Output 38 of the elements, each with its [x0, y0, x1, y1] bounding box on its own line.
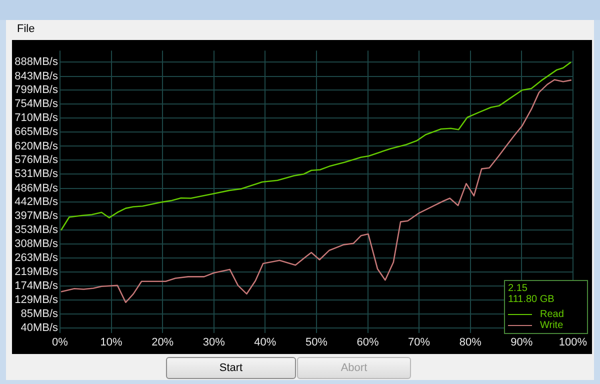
- y-tick-label: 442MB/s: [14, 196, 58, 208]
- y-tick-label: 129MB/s: [14, 294, 58, 306]
- x-tick-label: 70%: [408, 336, 430, 348]
- text: Start: [166, 357, 296, 379]
- y-tick-label: 620MB/s: [14, 140, 58, 152]
- y-tick-label: 531MB/s: [14, 168, 58, 180]
- x-tick-label: 90%: [510, 336, 533, 348]
- x-tick-label: 40%: [254, 336, 276, 348]
- y-tick-label: 40MB/s: [20, 322, 58, 334]
- y-tick-label: 219MB/s: [14, 266, 58, 278]
- y-tick-label: 486MB/s: [14, 182, 58, 194]
- x-tick-label: 30%: [202, 336, 226, 348]
- legend-label: Read: [540, 309, 564, 320]
- y-tick-label: 174MB/s: [14, 280, 58, 292]
- y-tick-label: 799MB/s: [14, 84, 58, 96]
- x-tick-label: 100%: [558, 336, 588, 348]
- y-tick-label: 353MB/s: [14, 224, 58, 236]
- x-tick-label: 80%: [459, 336, 482, 348]
- y-tick-label: 85MB/s: [20, 308, 58, 320]
- x-tick-label: 20%: [152, 336, 174, 348]
- y-tick-label: 665MB/s: [14, 126, 58, 138]
- annotation: 2.15: [508, 283, 528, 294]
- legend-label: Write: [540, 320, 564, 331]
- y-tick-label: 576MB/s: [14, 154, 58, 166]
- x-tick-label: 60%: [356, 336, 379, 348]
- x-tick-label: 0%: [52, 336, 68, 348]
- x-tick-label: 10%: [100, 336, 123, 348]
- y-tick-label: 843MB/s: [14, 70, 58, 82]
- y-tick-label: 397MB/s: [14, 210, 58, 222]
- text: File: [17, 23, 35, 35]
- y-tick-label: 263MB/s: [14, 252, 58, 264]
- text: Abort: [297, 357, 411, 379]
- y-tick-label: 308MB/s: [14, 238, 58, 250]
- y-tick-label: 888MB/s: [14, 56, 58, 68]
- x-tick-label: 50%: [305, 336, 328, 348]
- y-tick-label: 754MB/s: [14, 98, 58, 110]
- annotation: 111.80 GB: [508, 294, 556, 305]
- y-tick-label: 710MB/s: [14, 112, 58, 124]
